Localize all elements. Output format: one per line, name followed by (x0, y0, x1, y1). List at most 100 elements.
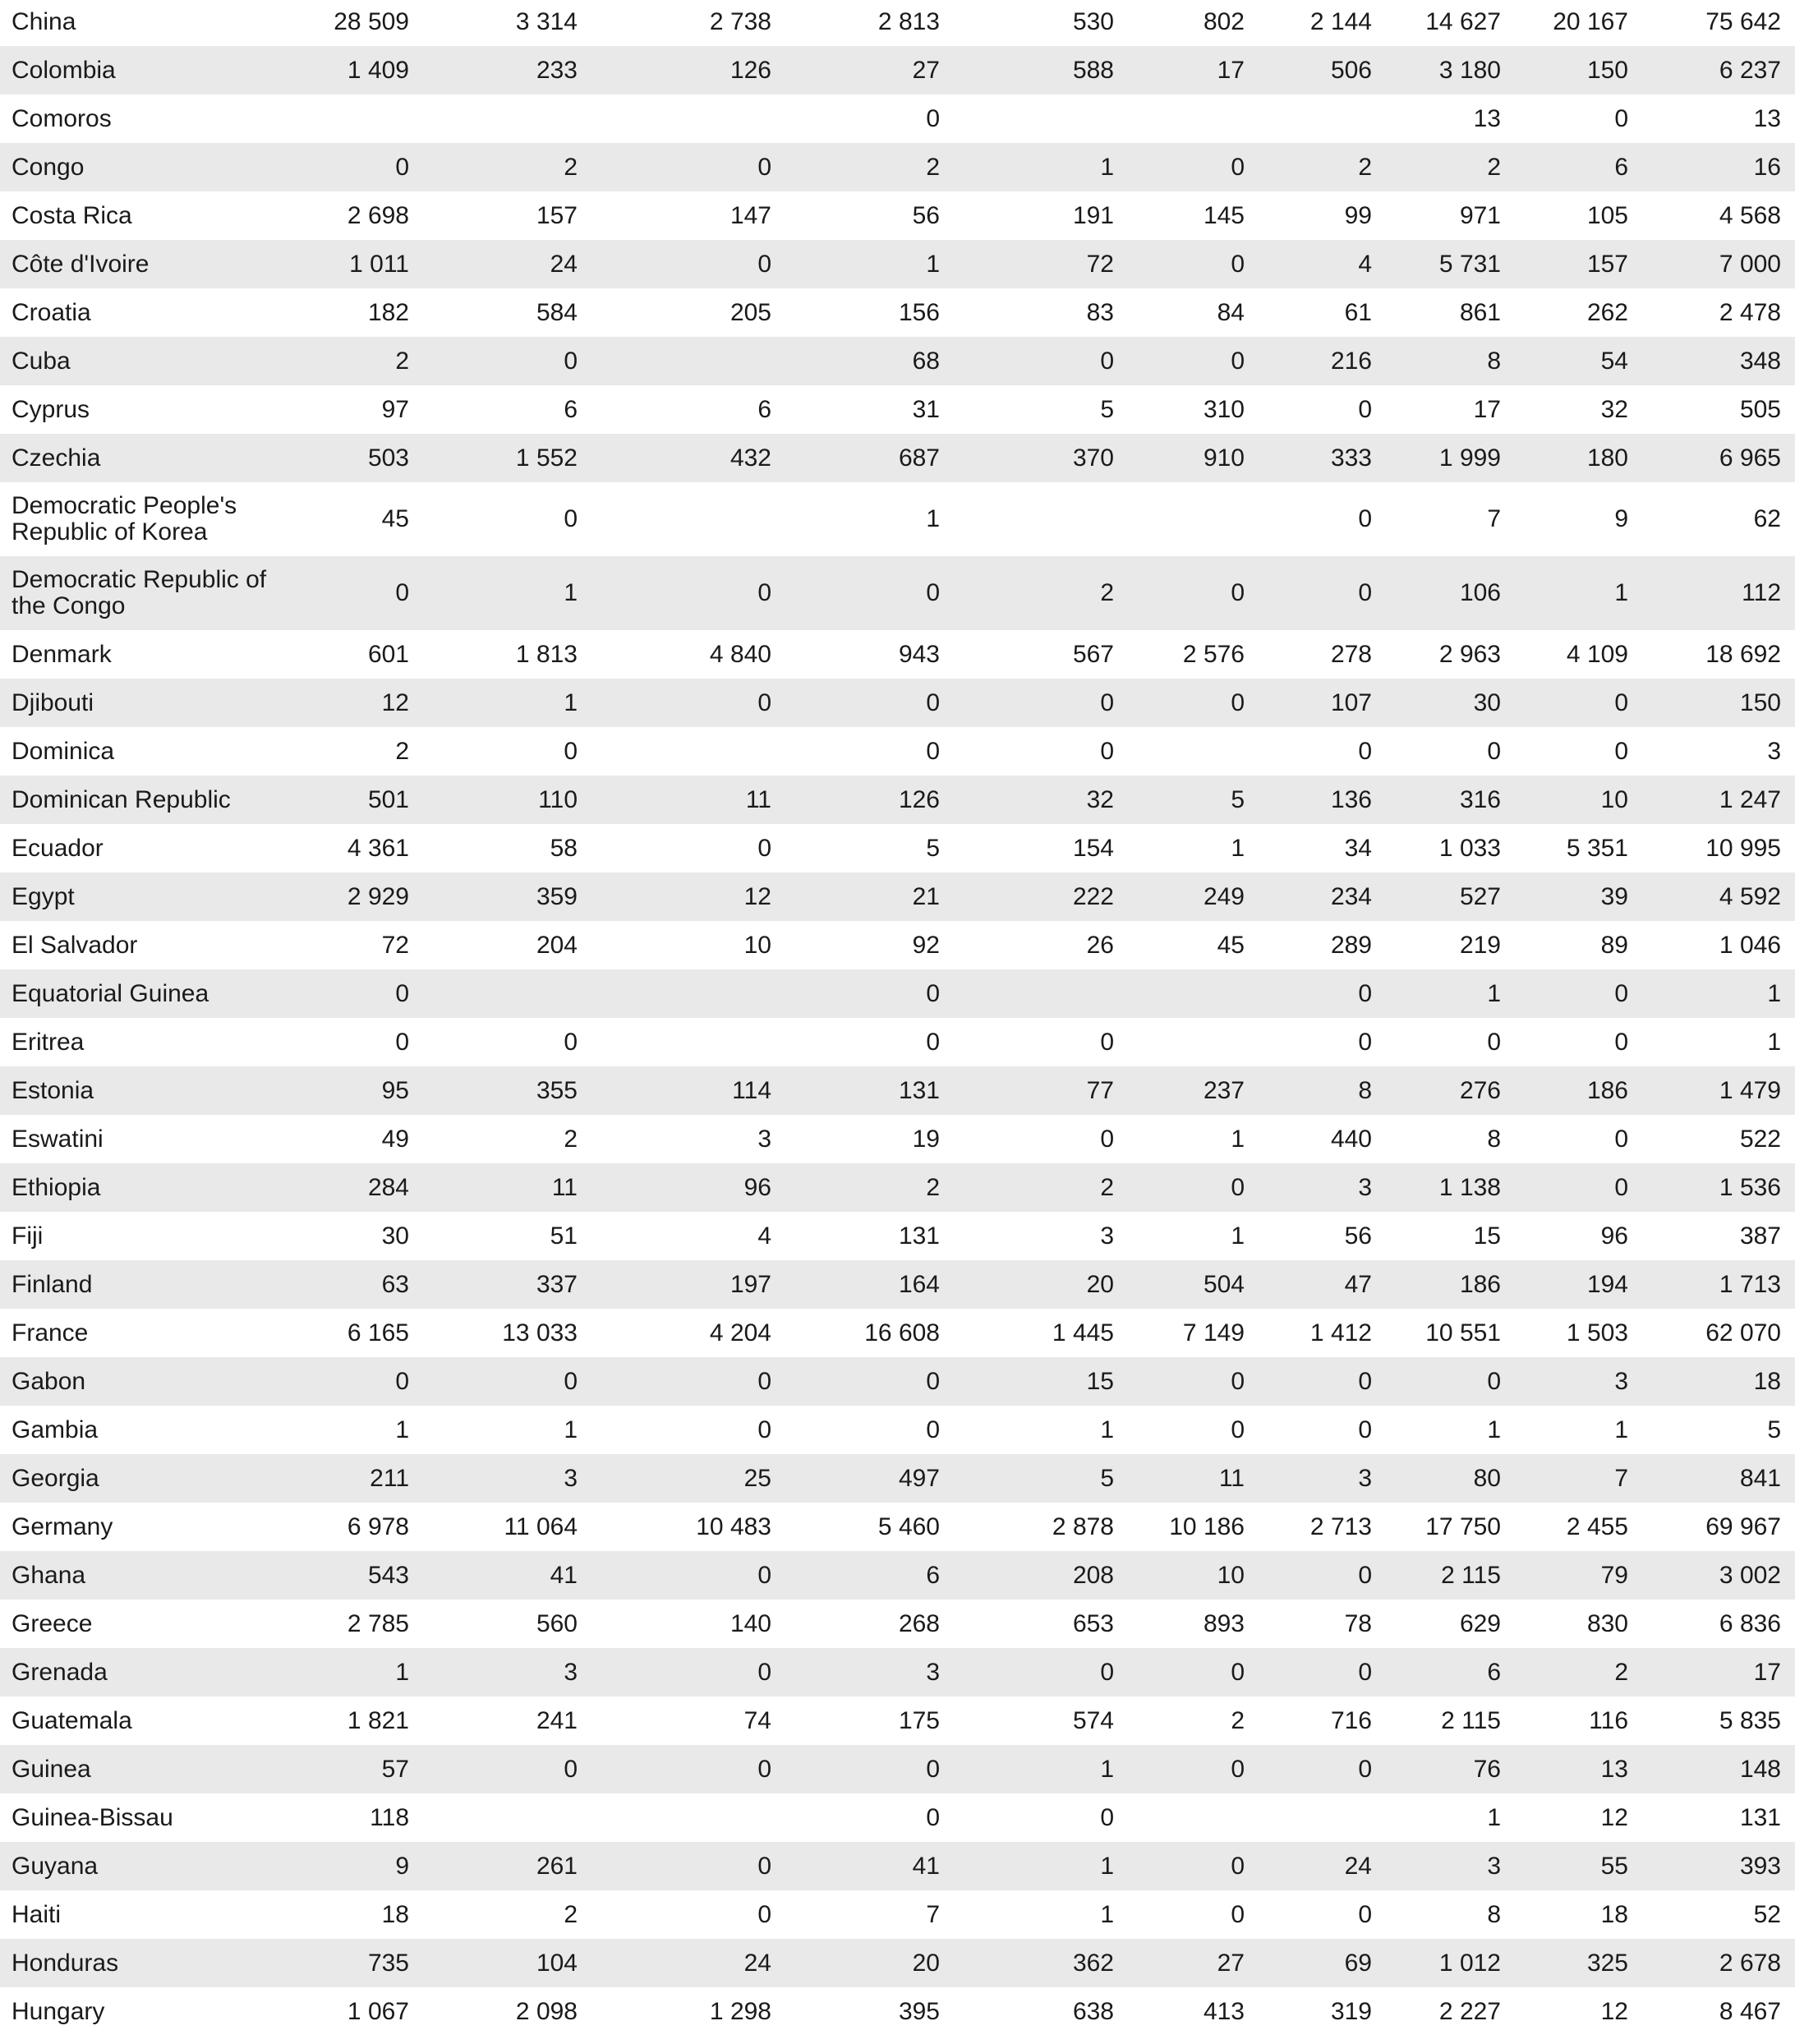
value-cell: 145 (1203, 201, 1245, 229)
value-cell: 19 (912, 1125, 940, 1153)
country-cell: Comoros (12, 104, 112, 132)
value-cell: 5 (1100, 1464, 1114, 1492)
country-cell: Ethiopia (12, 1173, 101, 1201)
value-cell: 5 (926, 834, 940, 862)
value-cell: 2 (564, 1900, 578, 1928)
country-cell: Grenada (12, 1658, 108, 1686)
value-cell (409, 94, 578, 143)
value-cell: 234 (1330, 882, 1372, 910)
value-cell: 7 (1487, 505, 1501, 532)
value-cell: 0 (1100, 1658, 1114, 1686)
value-cell: 241 (536, 1706, 578, 1734)
table-row: Dominica 2 0 0 0 0 0 0 3 (0, 727, 1795, 776)
value-cell: 150 (1739, 688, 1781, 716)
country-cell: Colombia (12, 56, 116, 84)
value-cell: 1 (1231, 1125, 1245, 1153)
value-cell: 114 (732, 1076, 771, 1104)
value-cell: 147 (730, 201, 771, 229)
value-cell: 77 (1086, 1076, 1114, 1104)
value-cell: 1 012 (1438, 1949, 1501, 1977)
table-row: Denmark 601 1 813 4 840 943 567 2 576 278 2 963 4… (0, 630, 1795, 679)
value-cell: 3 180 (1438, 56, 1501, 84)
value-cell: 32 (1600, 395, 1628, 423)
value-cell: 14 627 (1425, 7, 1501, 35)
value-cell: 289 (1330, 931, 1372, 959)
value-cell: 68 (912, 347, 940, 375)
value-cell: 72 (381, 931, 409, 959)
table-row: Ecuador 4 361 58 0 5 154 1 34 1 033 5 351 10 995 (0, 824, 1795, 872)
country-cell: Croatia (12, 298, 91, 326)
value-cell: 28 509 (334, 7, 409, 35)
value-cell: 18 (381, 1900, 409, 1928)
value-cell: 2 (1487, 153, 1501, 181)
country-cell: Guyana (12, 1852, 99, 1880)
value-cell: 1 (1767, 1028, 1781, 1056)
country-cell: Guinea (12, 1755, 91, 1783)
value-cell: 45 (381, 505, 409, 532)
country-cell: Honduras (12, 1949, 119, 1977)
country-cell: El Salvador (12, 931, 138, 959)
value-cell (940, 482, 1114, 556)
value-cell: 362 (1072, 1949, 1114, 1977)
value-cell: 2 785 (347, 1609, 409, 1637)
table-row: Guinea 57 0 0 0 1 0 0 76 13 148 (0, 1745, 1795, 1793)
value-cell: 182 (367, 298, 409, 326)
value-cell: 2 (564, 153, 578, 181)
value-cell: 0 (926, 979, 940, 1007)
table-row: China 28 509 3 314 2 738 2 813 530 802 2 144 14 … (0, 0, 1795, 46)
value-cell: 18 (1753, 1367, 1781, 1395)
value-cell: 1 536 (1719, 1173, 1781, 1201)
country-cell: Estonia (12, 1076, 94, 1104)
value-cell: 1 (1767, 979, 1781, 1007)
table-row: Georgia 211 3 25 497 5 11 3 80 7 841 (0, 1454, 1795, 1503)
value-cell: 530 (1072, 7, 1114, 35)
country-cell: Côte d'Ivoire (12, 250, 150, 278)
value-cell: 567 (1072, 640, 1114, 668)
table-row: Costa Rica 2 698 157 147 56 191 145 99 971 105 4 5… (0, 191, 1795, 240)
value-cell: 0 (1100, 737, 1114, 765)
value-cell (1114, 727, 1245, 776)
value-cell: 2 098 (515, 1997, 578, 2025)
value-cell: 0 (1231, 579, 1245, 606)
country-cell: Congo (12, 153, 85, 181)
value-cell: 2 738 (709, 7, 771, 35)
value-cell: 0 (395, 1367, 409, 1395)
value-cell: 893 (1203, 1609, 1245, 1637)
value-cell (1114, 94, 1245, 143)
value-cell: 57 (381, 1755, 409, 1783)
table-row: Croatia 182 584 205 156 83 84 61 861 262 2 478 (0, 288, 1795, 337)
table-row: Grenada 1 3 0 3 0 0 0 6 2 17 (0, 1648, 1795, 1696)
value-cell: 78 (1344, 1609, 1372, 1637)
value-cell: 17 (1217, 56, 1245, 84)
value-cell: 0 (1231, 1900, 1245, 1928)
country-cell: Ghana (12, 1561, 86, 1589)
value-cell: 89 (1600, 931, 1628, 959)
value-cell: 6 (926, 1561, 940, 1589)
value-cell: 2 (926, 1173, 940, 1201)
value-cell: 687 (898, 444, 940, 472)
value-cell: 10 551 (1425, 1319, 1501, 1347)
value-cell: 1 (926, 505, 940, 532)
value-cell: 319 (1330, 1997, 1372, 2025)
value-cell: 30 (381, 1222, 409, 1250)
value-cell: 8 (1487, 1900, 1501, 1928)
value-cell: 574 (1072, 1706, 1114, 1734)
country-cell: Hungary (12, 1997, 105, 2025)
table-row: Greece 2 785 560 140 268 653 893 78 629 830 6 836 (0, 1600, 1795, 1648)
value-cell: 233 (536, 56, 578, 84)
value-cell: 17 (1473, 395, 1501, 423)
value-cell: 0 (1614, 737, 1628, 765)
value-cell: 0 (1358, 1416, 1372, 1443)
table-row: Ghana 543 41 0 6 208 10 0 2 115 79 3 002 (0, 1551, 1795, 1600)
value-cell: 9 (395, 1852, 409, 1880)
value-cell: 0 (1100, 1125, 1114, 1153)
value-cell: 20 (912, 1949, 940, 1977)
value-cell: 584 (536, 298, 578, 326)
value-cell: 0 (1487, 1028, 1501, 1056)
table-row: Equatorial Guinea 0 0 0 1 0 1 (0, 969, 1795, 1018)
value-cell (578, 727, 771, 776)
value-cell: 359 (536, 882, 578, 910)
value-cell: 34 (1344, 834, 1372, 862)
table-row: Djibouti 12 1 0 0 0 0 107 30 0 150 (0, 679, 1795, 727)
value-cell: 76 (1473, 1755, 1501, 1783)
